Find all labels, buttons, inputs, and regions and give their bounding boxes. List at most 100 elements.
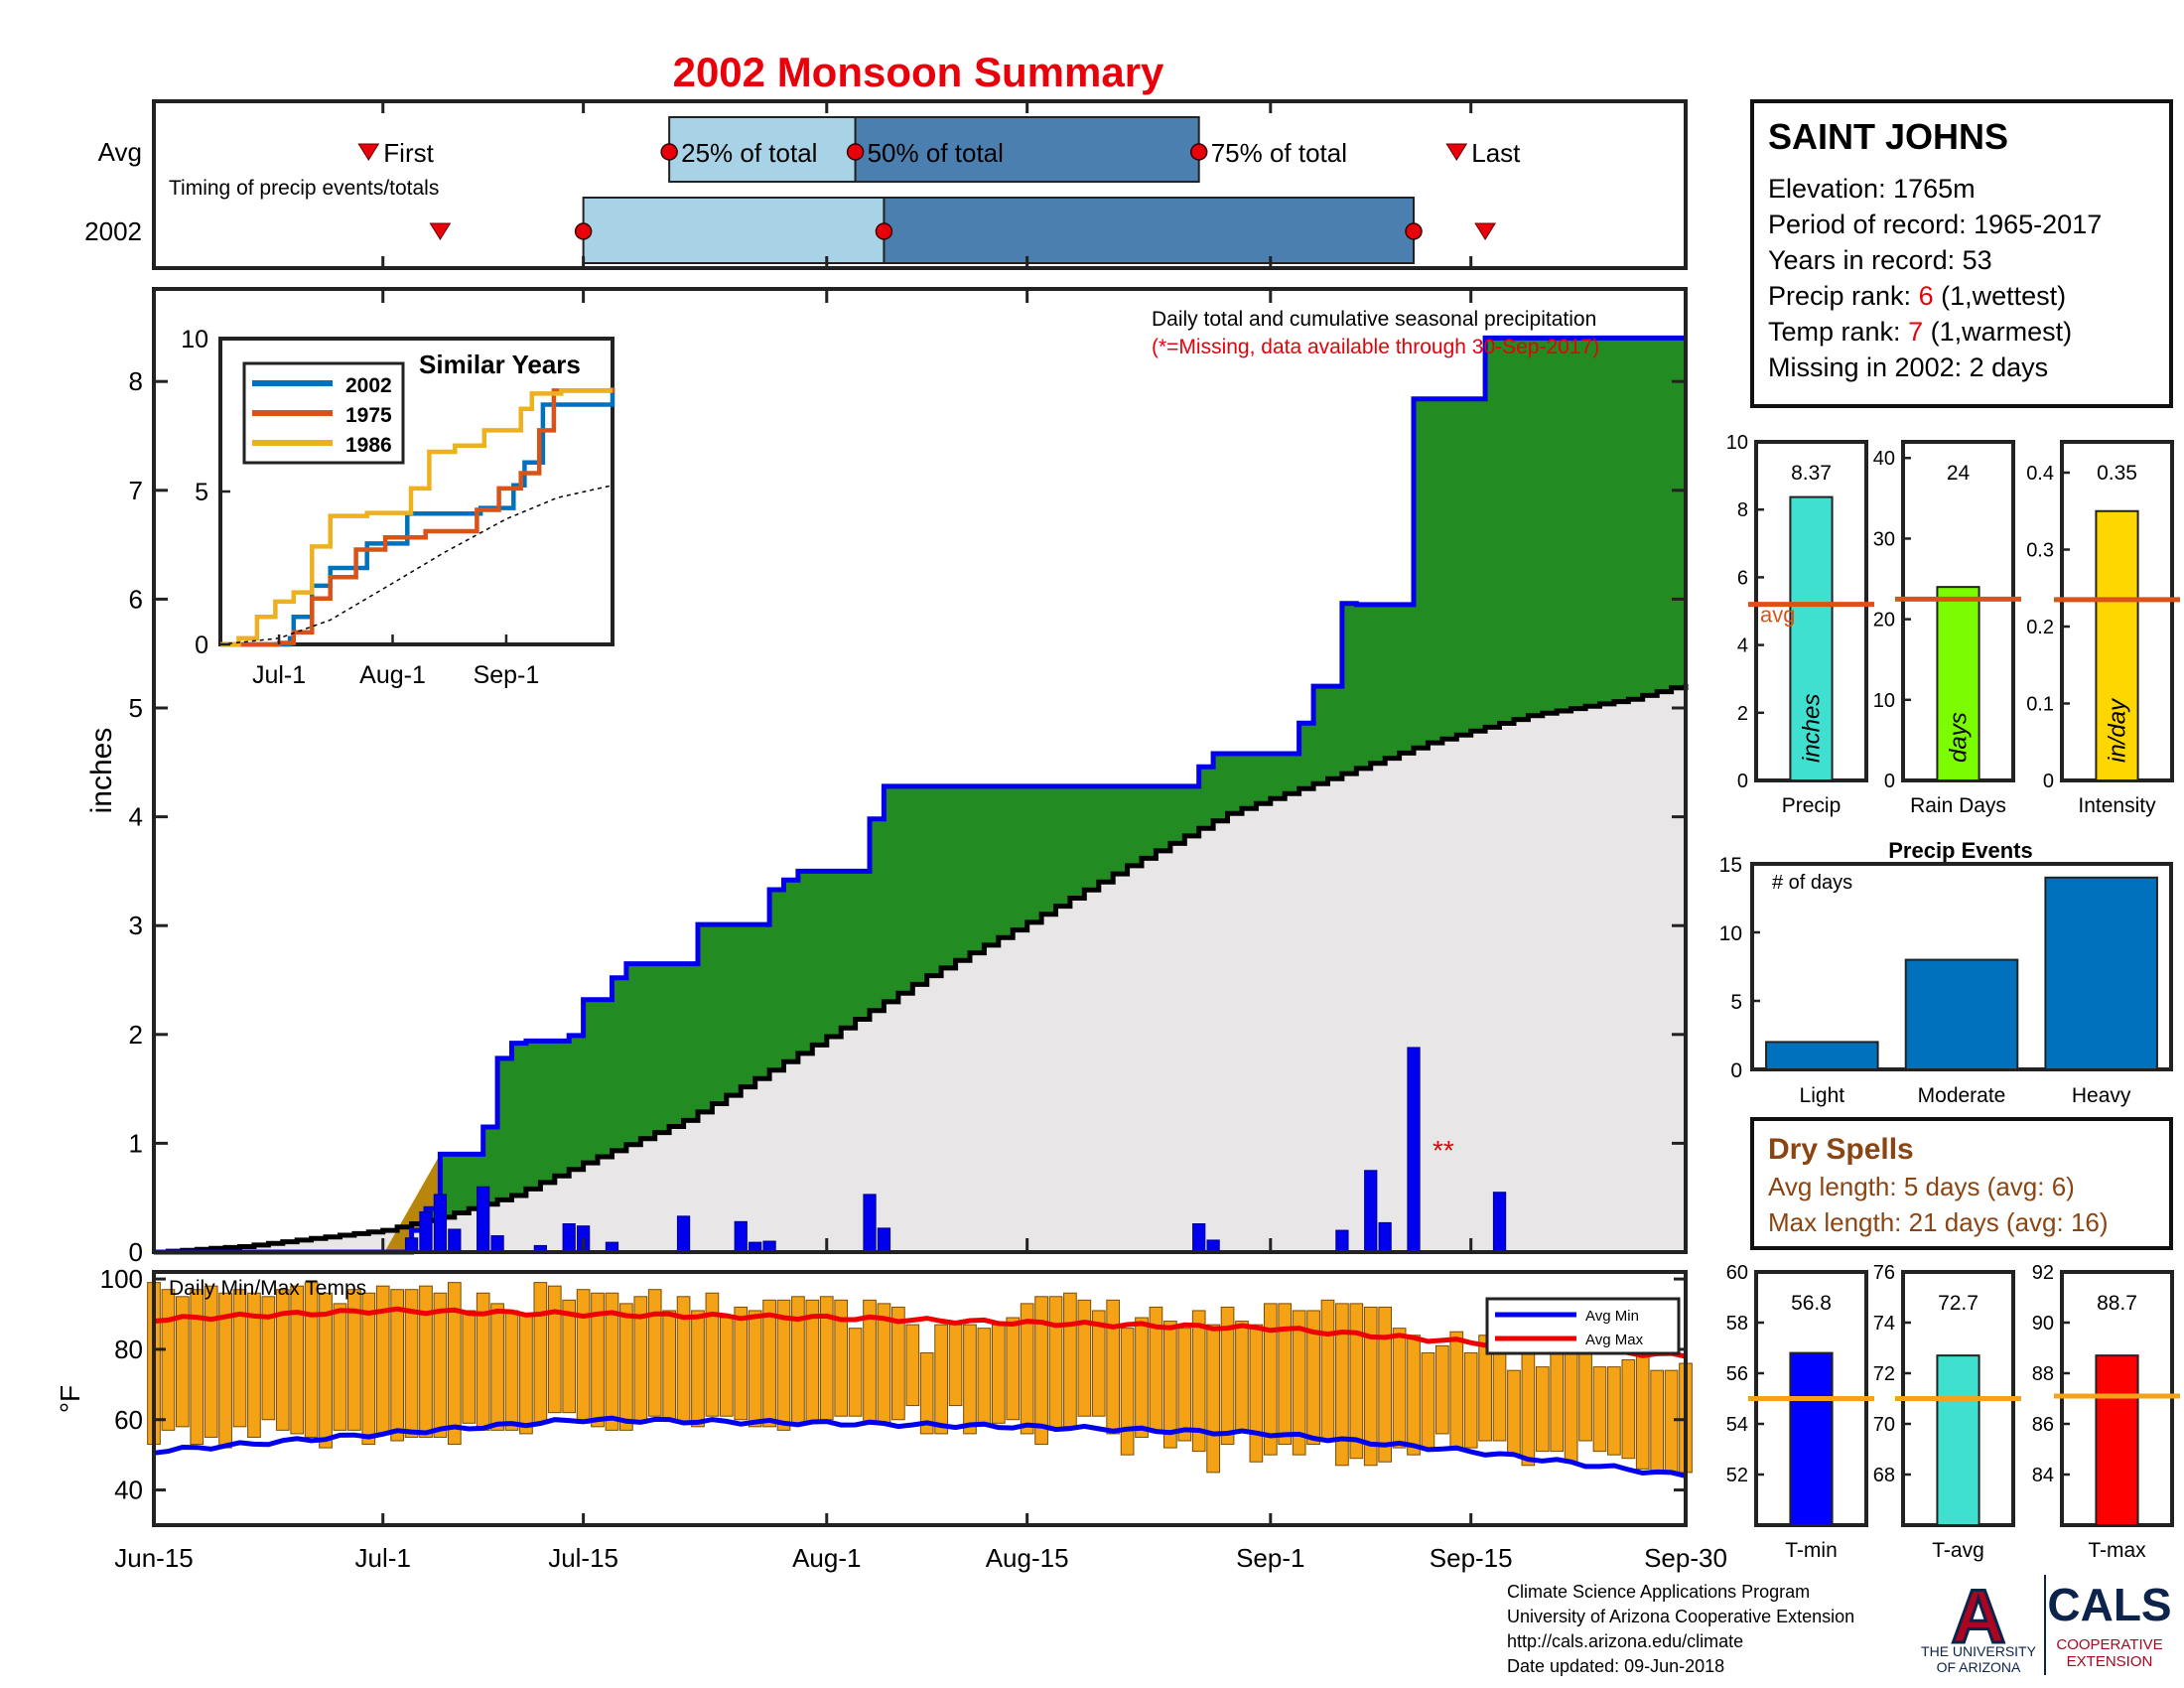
tmax-y-tick-label: 86 — [2032, 1414, 2054, 1436]
tmax-panel: 88.7 84 86 88 90 92 T-max — [2032, 1262, 2180, 1562]
precip-y-tick-label: 10 — [1726, 432, 1748, 454]
daily-precip-bar — [676, 1215, 691, 1253]
y-tick-label: 6 — [129, 584, 143, 614]
footer-url[interactable]: http://cals.arizona.edu/climate — [1507, 1631, 1743, 1651]
daily-temp-bar — [290, 1285, 305, 1435]
footer-university: University of Arizona Cooperative Extens… — [1507, 1607, 1854, 1626]
daily-temp-bar — [1048, 1296, 1063, 1431]
daily-temp-bar — [1135, 1317, 1149, 1438]
daily-precip-bar — [1364, 1170, 1378, 1253]
similar-years-inset: 0 5 10 Jul-1 Aug-1 Sep-1 Similar Years 2002 1… — [181, 326, 615, 689]
daily-temp-bar — [1006, 1317, 1021, 1421]
temperature-chart: 40 60 80 100 Daily Min/Max Temps Avg Min Av… — [55, 1264, 1693, 1527]
ua-name-line1: THE UNIVERSITY — [1921, 1643, 2037, 1659]
y-tick-label: 2 — [129, 1020, 143, 1050]
tavg-panel: 72.7 68 70 72 74 76 T-avg — [1873, 1262, 2021, 1562]
tmin-value: 56.8 — [1791, 1292, 1832, 1315]
precip-y-tick-label: 0 — [1737, 771, 1748, 792]
daily-temp-bar — [490, 1303, 504, 1431]
x-tick-label: Aug-15 — [986, 1543, 1069, 1573]
daily-temp-bar — [734, 1306, 749, 1421]
station-info-box: SAINT JOHNS Elevation: 1765m Period of r… — [1750, 99, 2173, 408]
events-y-tick-label: 0 — [1730, 1059, 1742, 1082]
temp-y-tick-label: 60 — [114, 1405, 143, 1435]
ua-a-mark: A — [1952, 1575, 2006, 1659]
precip-panel: 8.37 inches avg 0 2 4 6 8 10 Precip — [1726, 432, 1874, 817]
daily-temp-bar — [1664, 1369, 1679, 1474]
tmin-panel: 56.8 52 54 56 58 60 T-min — [1726, 1262, 1874, 1562]
tavg-y-tick-label: 72 — [1873, 1363, 1895, 1385]
precip-y-tick-label: 6 — [1737, 567, 1748, 589]
intensity-panel: 0.35 in/day 0 0.1 0.2 0.3 0.4 Intensity — [2026, 440, 2180, 817]
daily-temp-bar — [275, 1289, 290, 1431]
tmax-bar — [2095, 1354, 2139, 1527]
daily-temp-bar — [190, 1289, 205, 1446]
footer-date: Date updated: 09-Jun-2018 — [1507, 1656, 1724, 1676]
year-q2-box — [883, 197, 1416, 264]
timing-subtitle: Timing of precip events/totals — [169, 177, 439, 200]
daily-temp-bar — [333, 1303, 347, 1431]
daily-temp-bar — [1507, 1369, 1521, 1456]
daily-temp-bar — [1191, 1310, 1206, 1453]
precip-unit: inches — [1799, 694, 1826, 763]
daily-temp-bar — [390, 1289, 404, 1442]
station-precip-rank: Precip rank: 6 (1,wettest) — [1768, 281, 2066, 311]
daily-temp-bar — [562, 1299, 577, 1414]
legend-avg-min-label: Avg Min — [1585, 1308, 1639, 1325]
daily-temp-bar — [1263, 1303, 1278, 1456]
daily-temp-bar — [1392, 1328, 1407, 1449]
daily-temp-bar — [1449, 1331, 1464, 1449]
daily-temp-bar — [161, 1289, 176, 1431]
daily-temp-bar — [1564, 1344, 1578, 1463]
daily-temp-bar — [1077, 1299, 1092, 1417]
tmax-label: T-max — [2088, 1539, 2146, 1562]
daily-temp-bar — [934, 1324, 948, 1435]
station-elevation: Elevation: 1765m — [1768, 174, 1976, 204]
daily-precip-bar — [477, 1186, 490, 1253]
daily-temp-bar — [547, 1285, 562, 1414]
daily-temp-bar — [1478, 1335, 1492, 1442]
daily-temp-bar — [948, 1324, 963, 1407]
tmax-value: 88.7 — [2097, 1292, 2137, 1315]
station-temp-rank: Temp rank: 7 (1,warmest) — [1768, 317, 2072, 347]
year-p50-marker — [875, 222, 893, 240]
x-tick-label: Sep-1 — [1236, 1543, 1304, 1573]
daily-precip-bar — [448, 1228, 462, 1253]
tavg-label: T-avg — [1932, 1539, 1984, 1562]
tmin-bar — [1789, 1351, 1834, 1526]
precip-y-tick-label: 2 — [1737, 703, 1748, 725]
daily-temp-bar — [1335, 1303, 1349, 1467]
cals-wordmark: CALS — [2047, 1579, 2171, 1630]
daily-temp-bar — [462, 1310, 477, 1424]
timing-year-label: 2002 — [84, 216, 142, 246]
daily-temp-bar — [647, 1289, 662, 1417]
daily-temp-bar — [1349, 1303, 1364, 1460]
university-of-arizona-logo: A THE UNIVERSITY OF ARIZONA — [1921, 1574, 2037, 1676]
inset-x-tick-label: Sep-1 — [474, 661, 540, 689]
daily-temp-bar — [662, 1310, 676, 1421]
precip-y-tick-label: 8 — [1737, 499, 1748, 521]
y-tick-label: 1 — [129, 1128, 143, 1158]
temp-ylabel: °F — [55, 1385, 85, 1413]
legend-label-1975: 1975 — [345, 404, 392, 427]
tmax-y-tick-label: 88 — [2032, 1363, 2054, 1385]
daily-temp-bar — [1034, 1296, 1048, 1446]
timing-avg-label: Avg — [98, 137, 142, 167]
figure-title: 2002 Monsoon Summary — [673, 49, 1164, 95]
daily-temp-bar — [977, 1328, 992, 1424]
y-tick-label: 8 — [129, 366, 143, 396]
y-tick-label: 4 — [129, 802, 143, 832]
footer: Climate Science Applications Program Uni… — [1507, 1582, 1854, 1676]
events-y-tick-label: 5 — [1730, 991, 1742, 1014]
avg-min-temp-line — [153, 1415, 1687, 1478]
daily-precip-bar — [1492, 1192, 1507, 1253]
tavg-y-tick-label: 68 — [1873, 1465, 1895, 1486]
daily-temp-bar — [1020, 1303, 1034, 1435]
daily-temp-bar — [1235, 1321, 1249, 1431]
x-tick-label: Jul-1 — [355, 1543, 411, 1573]
event-bar-moderate — [1904, 958, 2019, 1070]
daily-temp-bar — [848, 1328, 863, 1417]
inset-x-tick-label: Aug-1 — [359, 661, 426, 689]
daily-temp-bar — [304, 1282, 319, 1438]
p25-label: 25% of total — [681, 138, 817, 168]
